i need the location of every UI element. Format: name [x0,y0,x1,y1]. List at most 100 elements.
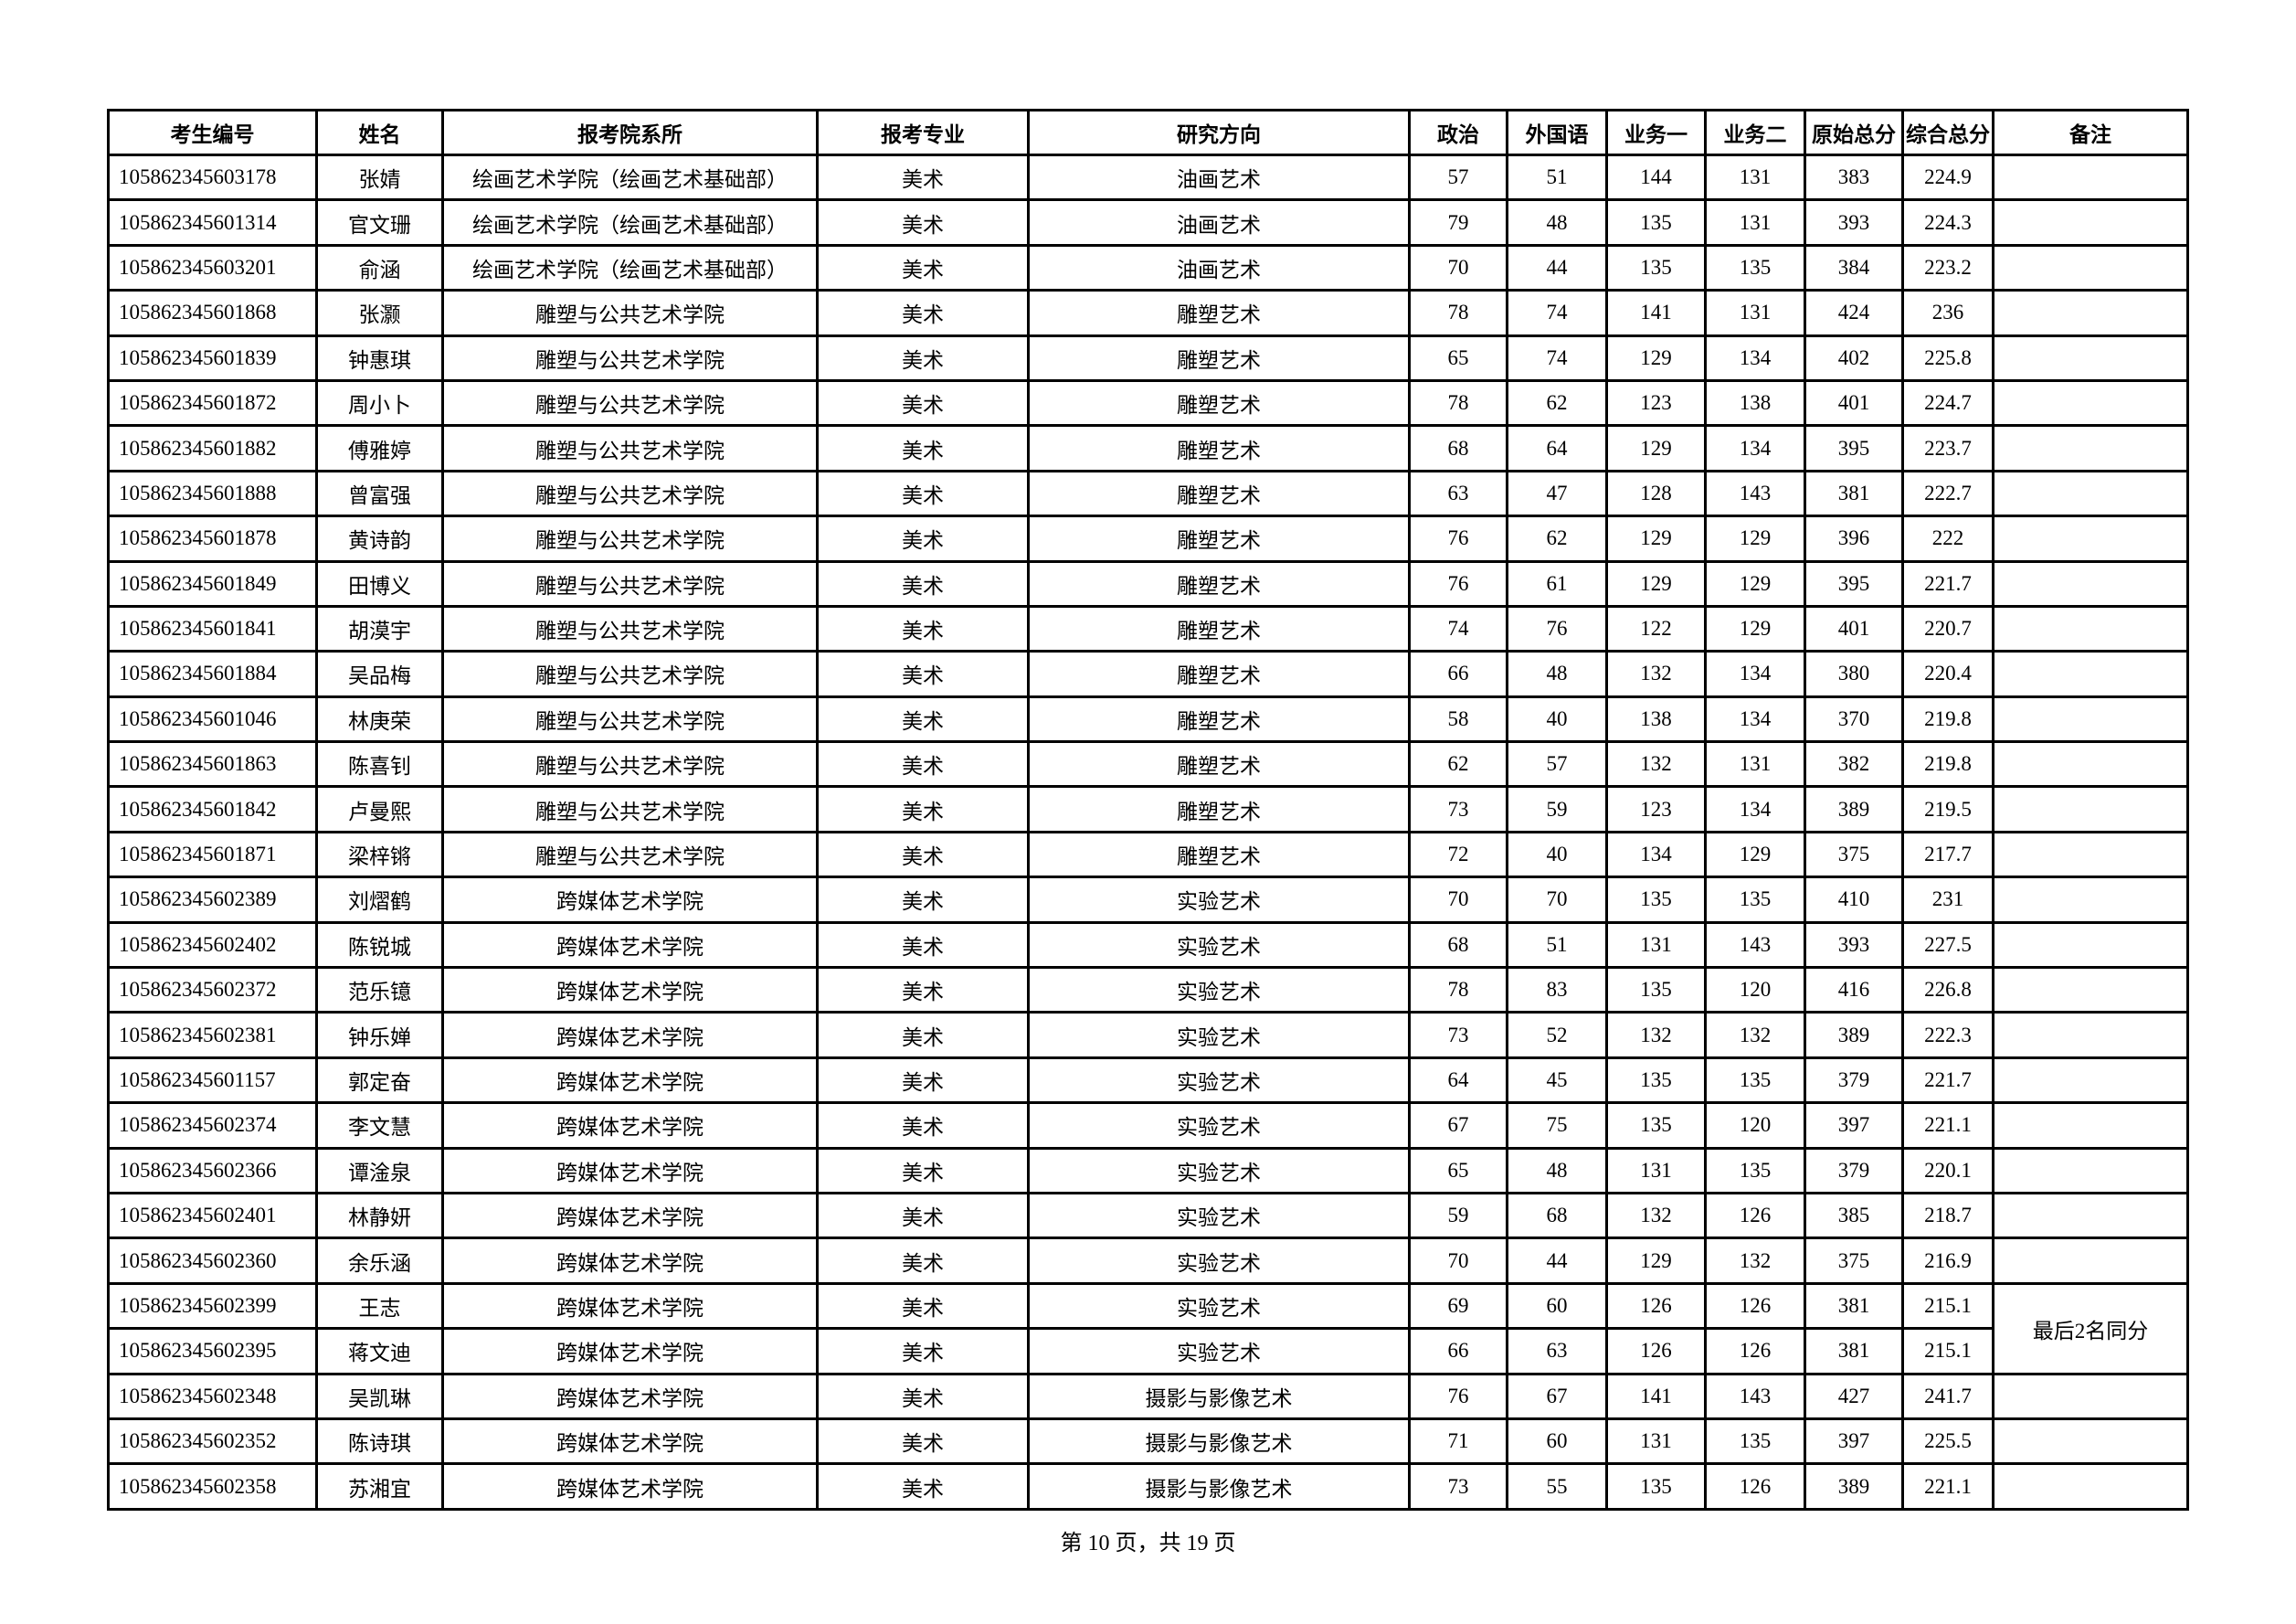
table-row: 105862345601046 林庚荣 雕塑与公共艺术学院 美术 雕塑艺术 58 40 138… [107,695,2189,744]
cell-raw-total-score: 381 [1804,1281,1904,1331]
cell-foreign-language-score: 40 [1506,830,1608,879]
cell-raw-total-score: 384 [1804,243,1904,292]
cell-research-direction: 实验艺术 [1027,1237,1411,1285]
cell-candidate-id: 105862345601046 [107,695,318,744]
cell-subject-1-score: 122 [1605,604,1707,653]
cell-major: 美术 [816,424,1030,472]
cell-candidate-id: 105862345602399 [107,1281,318,1331]
cell-major: 美术 [816,830,1030,879]
cell-subject-1-score: 132 [1605,740,1707,789]
cell-remarks [1992,695,2189,744]
cell-subject-2-score: 135 [1704,243,1806,292]
cell-subject-1-score: 131 [1605,920,1707,970]
cell-candidate-id: 105862345602358 [107,1462,318,1511]
cell-composite-score: 219.8 [1901,740,1994,789]
cell-politics-score: 69 [1408,1281,1508,1331]
cell-politics-score: 59 [1408,1191,1508,1240]
cell-major: 美术 [816,1101,1030,1150]
cell-subject-2-score: 138 [1704,378,1806,428]
cell-department: 雕塑与公共艺术学院 [441,378,819,428]
table-body: 105862345603178 张婧 绘画艺术学院（绘画艺术基础部） 美术 油画艺术 57… [107,153,2189,1511]
cell-research-direction: 实验艺术 [1027,1281,1411,1331]
cell-politics-score: 73 [1408,785,1508,833]
cell-research-direction: 实验艺术 [1027,966,1411,1014]
cell-foreign-language-score: 55 [1506,1462,1608,1511]
cell-subject-1-score: 138 [1605,695,1707,744]
cell-department: 雕塑与公共艺术学院 [441,515,819,563]
cell-composite-score: 222.7 [1901,469,1994,518]
cell-major: 美术 [816,1281,1030,1331]
cell-name: 苏湘宜 [315,1462,444,1511]
cell-remarks [1992,830,2189,879]
cell-name: 田博义 [315,559,444,608]
cell-composite-score: 223.7 [1901,424,1994,472]
cell-subject-1-score: 129 [1605,334,1707,382]
cell-subject-2-score: 126 [1704,1462,1806,1511]
cell-candidate-id: 105862345601871 [107,830,318,879]
cell-subject-1-score: 132 [1605,1191,1707,1240]
cell-remarks [1992,1462,2189,1511]
cell-subject-2-score: 131 [1704,153,1806,202]
cell-department: 跨媒体艺术学院 [441,1281,819,1331]
cell-candidate-id: 105862345602352 [107,1417,318,1466]
cell-department: 跨媒体艺术学院 [441,1146,819,1194]
cell-raw-total-score: 375 [1804,830,1904,879]
cell-major: 美术 [816,378,1030,428]
cell-composite-score: 223.2 [1901,243,1994,292]
cell-foreign-language-score: 48 [1506,1146,1608,1194]
cell-major: 美术 [816,650,1030,698]
cell-foreign-language-score: 59 [1506,785,1608,833]
cell-composite-score: 217.7 [1901,830,1994,879]
table-row: 105862345601872 周小卜 雕塑与公共艺术学院 美术 雕塑艺术 78 62 123… [107,378,2189,428]
cell-subject-2-score: 129 [1704,604,1806,653]
cell-subject-2-score: 143 [1704,469,1806,518]
cell-name: 林静妍 [315,1191,444,1240]
cell-foreign-language-score: 45 [1506,1056,1608,1105]
table-row: 105862345601157 郭定奋 跨媒体艺术学院 美术 实验艺术 64 45 135 13… [107,1056,2189,1105]
cell-department: 绘画艺术学院（绘画艺术基础部） [441,153,819,202]
cell-raw-total-score: 397 [1804,1101,1904,1150]
cell-politics-score: 73 [1408,1011,1508,1059]
cell-department: 跨媒体艺术学院 [441,1056,819,1105]
cell-research-direction: 油画艺术 [1027,243,1411,292]
cell-remarks [1992,1417,2189,1466]
cell-research-direction: 摄影与影像艺术 [1027,1417,1411,1466]
cell-research-direction: 雕塑艺术 [1027,559,1411,608]
cell-subject-2-score: 126 [1704,1327,1806,1375]
cell-subject-1-score: 135 [1605,966,1707,1014]
cell-foreign-language-score: 44 [1506,243,1608,292]
cell-department: 雕塑与公共艺术学院 [441,695,819,744]
cell-major: 美术 [816,740,1030,789]
cell-raw-total-score: 381 [1804,469,1904,518]
cell-subject-2-score: 134 [1704,695,1806,744]
cell-composite-score: 227.5 [1901,920,1994,970]
cell-research-direction: 油画艺术 [1027,153,1411,202]
cell-remarks [1992,740,2189,789]
cell-candidate-id: 105862345601842 [107,785,318,833]
cell-remarks [1992,515,2189,563]
cell-raw-total-score: 396 [1804,515,1904,563]
cell-foreign-language-score: 75 [1506,1101,1608,1150]
cell-name: 刘熠鹤 [315,876,444,924]
cell-politics-score: 63 [1408,469,1508,518]
cell-foreign-language-score: 74 [1506,289,1608,337]
cell-foreign-language-score: 48 [1506,198,1608,247]
table-row: 105862345602372 范乐镱 跨媒体艺术学院 美术 实验艺术 78 83 135 12… [107,966,2189,1014]
cell-subject-1-score: 141 [1605,289,1707,337]
cell-research-direction: 雕塑艺术 [1027,650,1411,698]
cell-research-direction: 实验艺术 [1027,1327,1411,1375]
cell-politics-score: 76 [1408,515,1508,563]
cell-politics-score: 68 [1408,920,1508,970]
cell-foreign-language-score: 47 [1506,469,1608,518]
cell-department: 跨媒体艺术学院 [441,1191,819,1240]
cell-politics-score: 62 [1408,740,1508,789]
cell-raw-total-score: 380 [1804,650,1904,698]
table-row: 105862345601314 官文珊 绘画艺术学院（绘画艺术基础部） 美术 油画艺术 7… [107,198,2189,247]
cell-politics-score: 65 [1408,1146,1508,1194]
cell-foreign-language-score: 44 [1506,1237,1608,1285]
cell-name: 陈喜钊 [315,740,444,789]
cell-name: 李文慧 [315,1101,444,1150]
cell-subject-2-score: 129 [1704,515,1806,563]
cell-subject-1-score: 144 [1605,153,1707,202]
page-number: 第 10 页，共 19 页 [1060,1532,1236,1555]
